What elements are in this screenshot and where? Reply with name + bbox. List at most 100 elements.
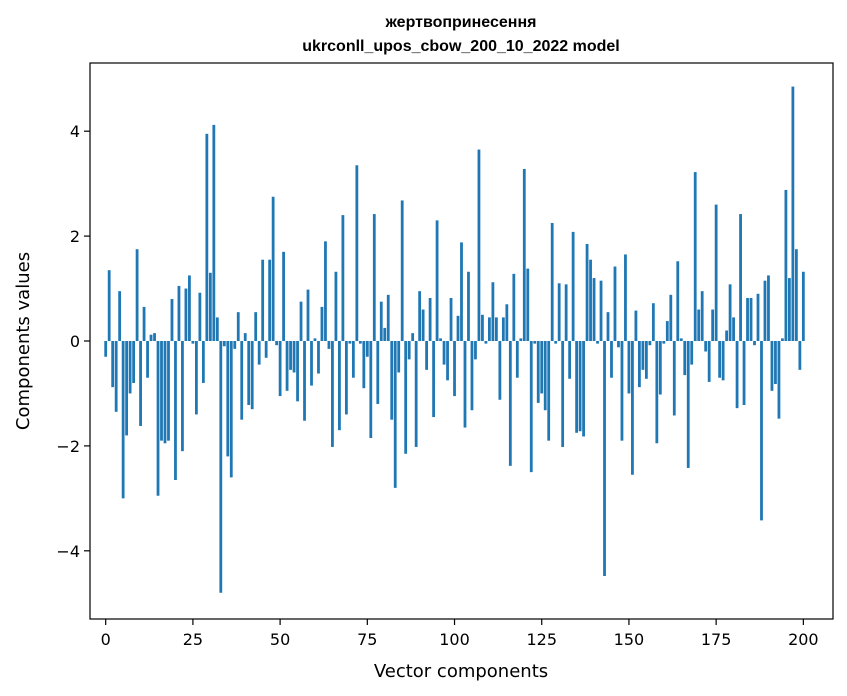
bar [627, 341, 631, 394]
bar [512, 273, 516, 341]
bar [638, 341, 641, 388]
bar [488, 317, 491, 341]
bar [721, 341, 725, 381]
bar [763, 280, 767, 341]
bar [195, 341, 198, 415]
bar [362, 341, 366, 389]
bar [449, 297, 453, 341]
bar [188, 275, 191, 341]
x-tick-label: 25 [183, 630, 203, 649]
bar [554, 341, 558, 344]
bar [547, 341, 551, 441]
bar [711, 309, 715, 341]
bar [529, 341, 533, 473]
bar [114, 341, 118, 412]
bar [296, 341, 299, 402]
bar [543, 341, 547, 411]
bar [174, 341, 177, 480]
bar [146, 341, 149, 378]
y-tick-label: 2 [70, 227, 80, 246]
bar [767, 275, 770, 341]
bar [355, 165, 359, 341]
bar [285, 341, 289, 391]
bar [268, 259, 272, 341]
x-tick-label: 125 [526, 630, 557, 649]
x-tick-label: 200 [788, 630, 819, 649]
bar [519, 338, 523, 341]
bar [732, 317, 735, 341]
bar [801, 271, 805, 341]
bar [292, 341, 296, 373]
bar [683, 341, 687, 376]
bar [163, 341, 167, 444]
bar [578, 341, 582, 432]
bar [739, 214, 742, 341]
bar [386, 294, 390, 341]
bar [585, 243, 589, 341]
bar [693, 172, 697, 341]
bar [201, 341, 205, 383]
bar [331, 341, 334, 447]
bar [446, 341, 449, 381]
bar [770, 341, 774, 391]
bar [149, 334, 153, 341]
bar [672, 341, 676, 416]
bar [498, 341, 502, 400]
bar [439, 338, 442, 341]
bar [467, 271, 470, 341]
bar [369, 341, 373, 439]
bar [484, 341, 488, 344]
bar [648, 341, 652, 346]
bar [794, 249, 798, 341]
chart-title: жертвопринесення [385, 14, 537, 31]
bar [372, 214, 376, 341]
bar [397, 341, 401, 373]
x-tick-label: 150 [614, 630, 645, 649]
bar [760, 341, 763, 521]
y-tick-label: −2 [56, 437, 80, 456]
bar [177, 285, 181, 341]
bar [348, 341, 352, 344]
bar [170, 299, 174, 341]
x-tick-label: 100 [439, 630, 470, 649]
bar [376, 341, 380, 404]
bar [686, 341, 690, 468]
bar [728, 284, 732, 341]
bar [494, 317, 498, 341]
bar [456, 315, 460, 341]
bar [236, 312, 240, 341]
bar [432, 341, 435, 418]
bar [718, 341, 722, 378]
bar [222, 341, 226, 347]
bar [104, 341, 108, 357]
bar [658, 341, 662, 395]
bar [418, 291, 422, 341]
bar [289, 341, 292, 370]
bar [219, 341, 223, 593]
bar [358, 341, 362, 344]
bar [589, 259, 592, 341]
bar [791, 86, 795, 341]
x-axis-label: Vector components [374, 661, 548, 682]
x-tick-label: 50 [270, 630, 290, 649]
bar [746, 297, 749, 341]
bar [781, 338, 784, 341]
bar [474, 341, 477, 360]
bar [508, 341, 512, 466]
bar [536, 341, 540, 403]
bar [435, 220, 439, 341]
bar [599, 280, 603, 341]
bar [351, 341, 355, 378]
bar [153, 333, 156, 341]
bar [442, 341, 446, 365]
bar [798, 341, 802, 370]
bar [749, 297, 753, 341]
bar [425, 341, 429, 370]
y-axis-label: Components values [13, 252, 34, 430]
bar [690, 341, 694, 365]
x-tick-label: 75 [357, 630, 377, 649]
bar [411, 333, 415, 341]
bar [526, 268, 530, 341]
bar [568, 341, 572, 379]
bar [540, 341, 544, 394]
